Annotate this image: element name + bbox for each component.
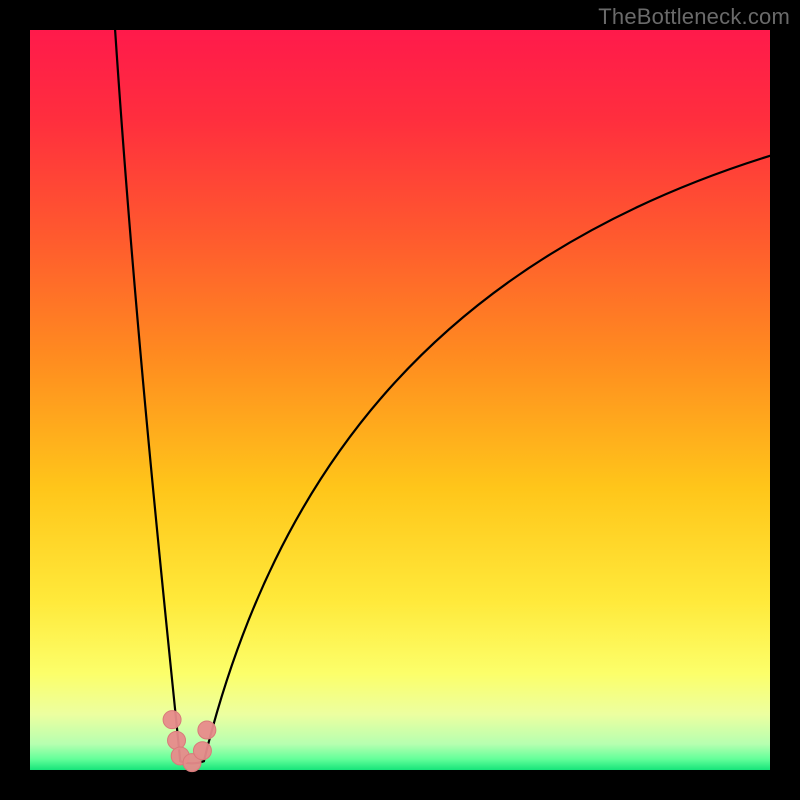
plot-background (30, 30, 770, 770)
data-marker (168, 731, 186, 749)
watermark-text: TheBottleneck.com (598, 4, 790, 30)
chart-svg (0, 0, 800, 800)
data-marker (163, 711, 181, 729)
data-marker (193, 742, 211, 760)
chart-stage: TheBottleneck.com (0, 0, 800, 800)
data-marker (198, 721, 216, 739)
